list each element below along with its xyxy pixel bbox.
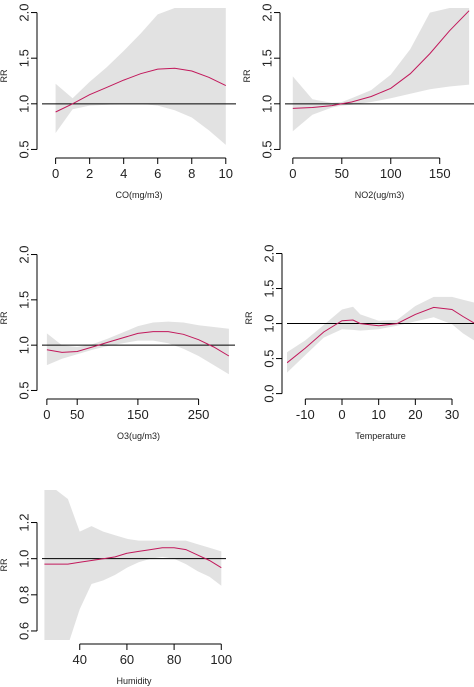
x-tick-label: 6	[154, 166, 161, 181]
x-tick-label: 150	[127, 407, 149, 422]
y-tick-label: 1.0	[262, 315, 277, 333]
x-axis-label: CO(mg/m3)	[116, 190, 163, 200]
x-axis: 0 50 100 150	[289, 157, 451, 181]
x-axis-label: Humidity	[116, 676, 152, 686]
y-axis-label: RR	[0, 558, 9, 571]
x-axis-label: NO2(ug/m3)	[355, 190, 405, 200]
x-tick-label: 40	[73, 652, 87, 667]
rr-curve	[287, 306, 474, 364]
x-axis: 0 50 150 250	[43, 398, 210, 422]
y-axis: 0.6 0.8 1.0 1.2	[17, 513, 38, 640]
chart-panel-5: 40 60 80 100 Humidity 0.6 0.8 1.0 1.2 RR	[0, 490, 232, 686]
x-tick-label: 150	[429, 166, 451, 181]
rr-curve	[55, 67, 227, 113]
y-tick-label: 0.8	[17, 586, 32, 604]
x-tick-label: 100	[380, 166, 402, 181]
x-tick-label: 0	[338, 407, 345, 422]
y-tick-label: 1.0	[17, 95, 32, 113]
confidence-band	[55, 8, 226, 145]
confidence-band	[46, 321, 229, 375]
y-tick-label: 1.5	[262, 279, 277, 297]
y-tick-label: 1.0	[260, 95, 275, 113]
y-axis: 0.0 0.5 1.0 1.5 2.0	[262, 244, 283, 403]
x-tick-label: 80	[167, 652, 181, 667]
y-tick-label: 0.0	[262, 385, 277, 403]
y-tick-label: 1.5	[17, 49, 32, 67]
x-tick-label: 0	[43, 407, 50, 422]
x-tick-label: 30	[445, 407, 459, 422]
x-axis: 40 60 80 100	[73, 643, 232, 667]
y-axis-label: RR	[0, 311, 9, 324]
x-tick-label: 2	[86, 166, 93, 181]
y-tick-label: 2.0	[262, 244, 277, 262]
confidence-band	[292, 8, 470, 132]
y-tick-label: 1.2	[17, 513, 32, 531]
x-axis: -10 0 10 20 30	[296, 398, 459, 422]
y-tick-label: 0.5	[260, 140, 275, 158]
x-tick-label: 8	[188, 166, 195, 181]
y-tick-label: 1.0	[17, 550, 32, 568]
y-tick-label: 2.0	[17, 4, 32, 22]
x-tick-label: 10	[371, 407, 385, 422]
chart-panel-2: 0 50 100 150 NO2(ug/m3) 0.5 1.0 1.5 2.0 RR	[242, 4, 474, 200]
y-axis-label: RR	[244, 311, 254, 324]
rr-curve	[292, 10, 470, 109]
y-axis-label: RR	[0, 69, 9, 82]
x-axis: 0 2 4 6 8 10	[52, 157, 233, 181]
x-tick-label: 250	[188, 407, 210, 422]
x-tick-label: 0	[52, 166, 59, 181]
y-tick-label: 0.5	[17, 381, 32, 399]
confidence-band	[44, 490, 222, 640]
y-axis: 0.5 1.0 1.5 2.0	[17, 245, 38, 400]
y-axis-label: RR	[242, 69, 252, 82]
x-axis-label: O3(ug/m3)	[117, 431, 160, 441]
x-axis-label: Temperature	[355, 431, 406, 441]
x-tick-label: 50	[335, 166, 349, 181]
x-tick-label: 0	[289, 166, 296, 181]
chart-panel-1: 0 2 4 6 8 10 CO(mg/m3) 0.5 1.0 1.5 2.0 RR	[0, 4, 236, 200]
y-axis: 0.5 1.0 1.5 2.0	[260, 4, 281, 158]
y-tick-label: 2.0	[260, 4, 275, 22]
x-tick-label: 4	[120, 166, 127, 181]
y-tick-label: 0.5	[17, 140, 32, 158]
y-tick-label: 0.5	[262, 350, 277, 368]
x-tick-label: 60	[120, 652, 134, 667]
y-axis: 0.5 1.0 1.5 2.0	[17, 4, 38, 158]
y-tick-label: 0.6	[17, 622, 32, 640]
y-tick-label: 2.0	[17, 245, 32, 263]
x-tick-label: 100	[210, 652, 232, 667]
x-tick-label: -10	[296, 407, 315, 422]
y-tick-label: 1.5	[260, 49, 275, 67]
rr-curve	[44, 547, 222, 569]
x-tick-label: 10	[219, 166, 233, 181]
confidence-band	[287, 296, 474, 373]
chart-panel-3: 0 50 150 250 O3(ug/m3) 0.5 1.0 1.5 2.0 RR	[0, 245, 235, 441]
x-tick-label: 50	[70, 407, 84, 422]
y-tick-label: 1.0	[17, 336, 32, 354]
y-tick-label: 1.5	[17, 291, 32, 309]
x-tick-label: 20	[408, 407, 422, 422]
rr-curve	[46, 331, 230, 357]
chart-panel-4: -10 0 10 20 30 Temperature 0.0 0.5 1.0 1.5 2.0 RR	[244, 244, 474, 441]
